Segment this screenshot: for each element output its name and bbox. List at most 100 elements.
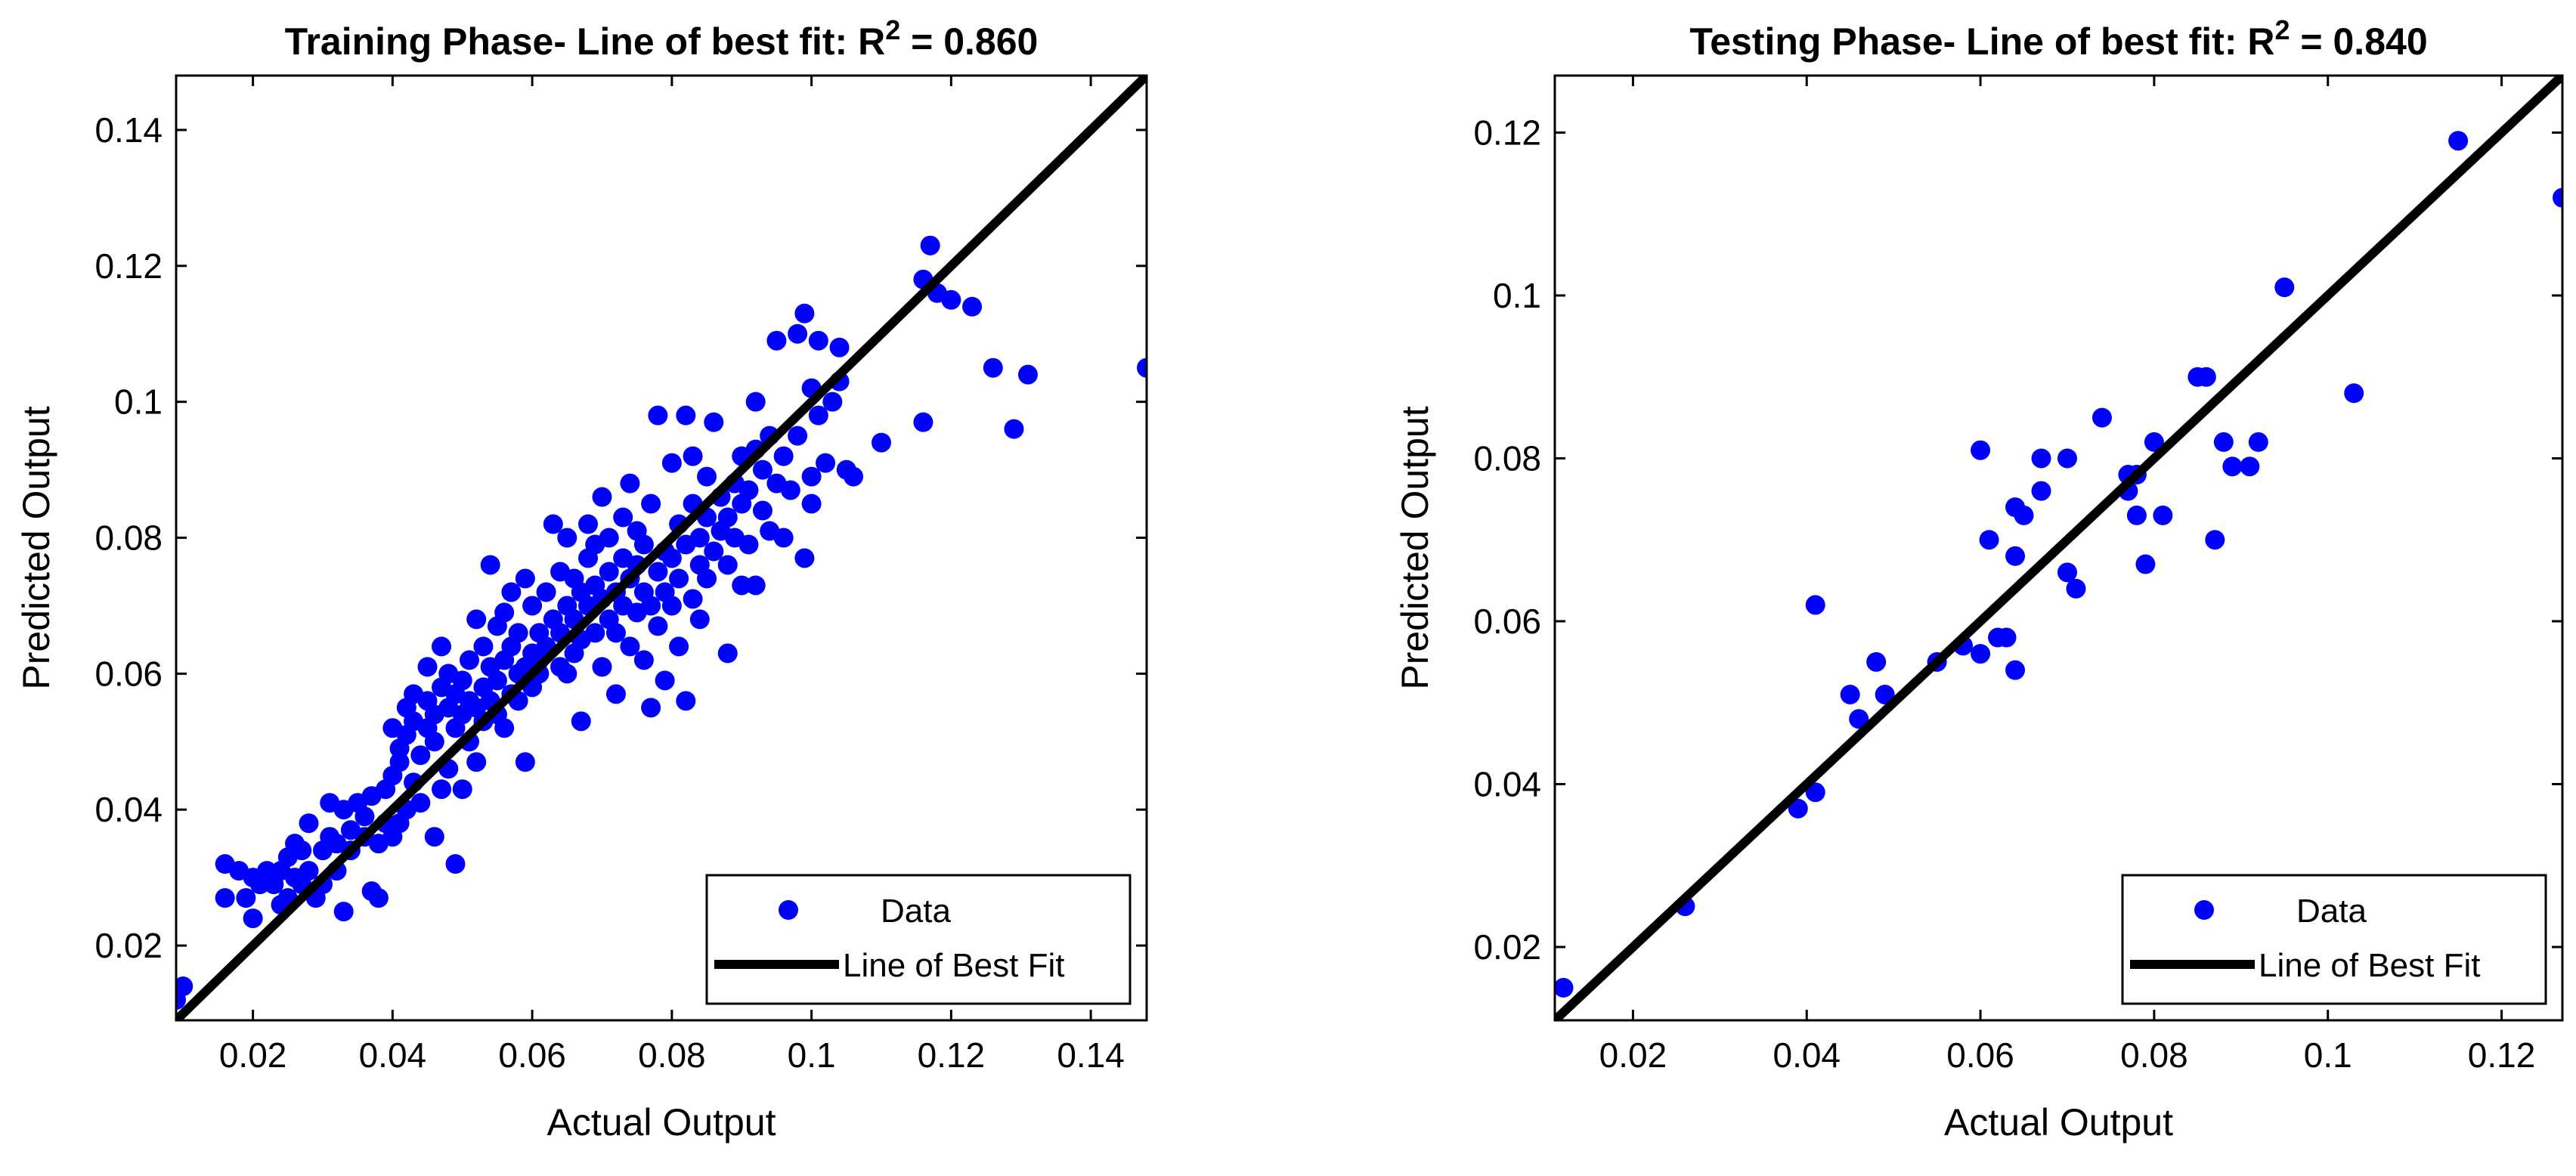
data-point bbox=[543, 514, 563, 534]
data-point bbox=[1805, 782, 1825, 803]
data-point bbox=[2205, 530, 2225, 550]
data-point bbox=[676, 691, 696, 711]
data-point bbox=[494, 718, 515, 738]
x-tick-label: 0.1 bbox=[2304, 1035, 2352, 1075]
data-point bbox=[2153, 505, 2173, 525]
data-point bbox=[355, 806, 375, 827]
data-point bbox=[732, 575, 752, 596]
best-fit-line bbox=[1555, 76, 2562, 1020]
data-point bbox=[410, 793, 431, 813]
data-point bbox=[780, 480, 800, 500]
data-point bbox=[704, 541, 724, 562]
data-point bbox=[501, 582, 522, 602]
data-point bbox=[599, 562, 619, 582]
data-point bbox=[432, 636, 452, 657]
data-point bbox=[669, 568, 689, 589]
data-point bbox=[648, 562, 668, 582]
data-point bbox=[613, 507, 633, 528]
data-point bbox=[697, 466, 717, 487]
data-point bbox=[2196, 367, 2216, 387]
data-point bbox=[466, 609, 487, 630]
data-point bbox=[522, 596, 543, 616]
data-point bbox=[2031, 448, 2051, 469]
x-tick-label: 0.12 bbox=[2468, 1035, 2536, 1075]
legend-label-fit: Line of Best Fit bbox=[2259, 947, 2480, 984]
y-tick-label: 0.08 bbox=[94, 518, 163, 558]
data-point bbox=[557, 664, 577, 684]
data-point bbox=[620, 473, 640, 494]
data-point bbox=[2057, 562, 2077, 583]
data-point bbox=[536, 582, 556, 602]
data-point bbox=[648, 405, 668, 426]
y-axis-label: Predicted Output bbox=[1394, 406, 1436, 689]
data-point bbox=[794, 548, 815, 568]
data-point bbox=[215, 888, 235, 908]
data-point bbox=[424, 827, 444, 847]
data-point bbox=[2135, 554, 2156, 574]
data-point bbox=[599, 528, 619, 548]
data-point bbox=[704, 412, 724, 432]
data-point bbox=[2344, 383, 2364, 404]
axis-ticks: 0.02 0.04 0.06 0.08 0.1 0.12 0.02 0.04 0.06 0.08 0… bbox=[1473, 76, 2562, 1075]
legend-box bbox=[705, 874, 1132, 1005]
data-point bbox=[368, 888, 389, 908]
data-point bbox=[788, 426, 808, 446]
data-point bbox=[766, 330, 787, 351]
data-point bbox=[557, 528, 577, 548]
data-point bbox=[689, 609, 710, 630]
data-point bbox=[452, 670, 472, 691]
data-point bbox=[605, 684, 626, 704]
legend-marker-data bbox=[779, 900, 798, 920]
data-point bbox=[1866, 651, 1887, 672]
y-tick-label: 0.14 bbox=[94, 110, 163, 150]
data-point bbox=[2066, 578, 2086, 599]
x-tick-label: 0.14 bbox=[1057, 1035, 1125, 1075]
x-tick-label: 0.12 bbox=[918, 1035, 986, 1075]
data-point bbox=[801, 466, 822, 487]
data-point bbox=[697, 568, 717, 589]
data-point bbox=[738, 534, 759, 555]
data-point bbox=[794, 303, 815, 323]
data-point bbox=[683, 446, 703, 466]
data-point bbox=[1979, 530, 1999, 550]
data-point bbox=[2031, 481, 2051, 501]
data-point bbox=[571, 711, 591, 732]
data-point bbox=[1996, 627, 2017, 648]
data-point bbox=[1849, 709, 1869, 729]
data-point bbox=[299, 861, 319, 881]
data-point bbox=[1137, 357, 1147, 378]
data-point bbox=[2213, 432, 2234, 452]
data-point bbox=[661, 453, 682, 473]
data-point bbox=[432, 779, 452, 800]
x-tick-label: 0.08 bbox=[2120, 1035, 2188, 1075]
data-point bbox=[299, 813, 319, 834]
x-tick-label: 0.04 bbox=[1773, 1035, 1841, 1075]
data-point bbox=[717, 507, 738, 528]
data-point bbox=[683, 589, 703, 609]
data-point bbox=[920, 235, 940, 255]
data-point bbox=[487, 670, 507, 691]
x-tick-label: 0.06 bbox=[498, 1035, 566, 1075]
axes-frame bbox=[175, 74, 1148, 1022]
data-point bbox=[620, 636, 640, 657]
data-point bbox=[410, 745, 431, 766]
data-point bbox=[717, 643, 738, 664]
legend-marker-data bbox=[2194, 900, 2214, 920]
data-point bbox=[2448, 131, 2469, 151]
chart-title: Testing Phase- Line of best fit: R2 = 0.… bbox=[1689, 14, 2427, 63]
data-point bbox=[661, 548, 682, 568]
data-point bbox=[2274, 277, 2295, 298]
data-point bbox=[962, 296, 983, 317]
data-point bbox=[459, 650, 479, 670]
data-point bbox=[788, 323, 808, 344]
data-point bbox=[641, 494, 661, 514]
chart-title: Training Phase- Line of best fit: R2 = 0… bbox=[285, 14, 1039, 63]
x-tick-label: 0.1 bbox=[788, 1035, 836, 1075]
data-point bbox=[466, 752, 487, 772]
data-point bbox=[494, 602, 515, 623]
y-tick-label: 0.04 bbox=[94, 790, 163, 829]
data-point bbox=[1555, 977, 1574, 998]
data-point bbox=[752, 460, 772, 480]
y-axis-label: Predicted Output bbox=[15, 406, 57, 689]
